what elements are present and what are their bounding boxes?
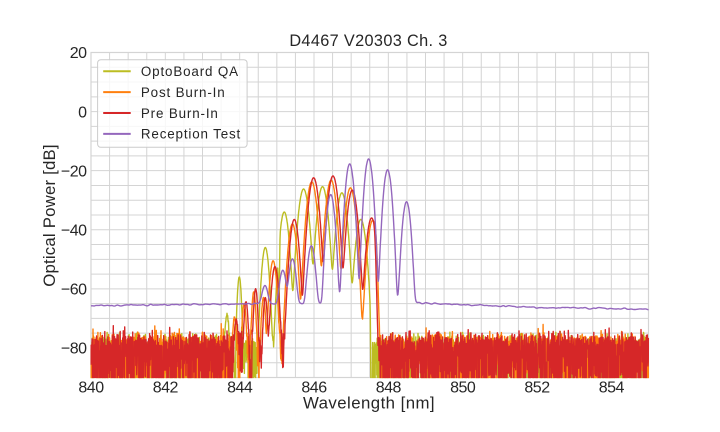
svg-text:840: 840: [78, 380, 104, 397]
svg-text:−60: −60: [61, 282, 87, 299]
svg-text:844: 844: [227, 380, 253, 397]
svg-text:Post Burn-In: Post Burn-In: [141, 85, 226, 100]
svg-text:854: 854: [599, 380, 625, 397]
svg-text:D4467 V20303 Ch. 3: D4467 V20303 Ch. 3: [289, 32, 447, 50]
svg-text:−20: −20: [61, 163, 87, 180]
svg-text:0: 0: [78, 104, 87, 121]
svg-text:846: 846: [301, 380, 327, 397]
svg-text:Wavelength [nm]: Wavelength [nm]: [303, 394, 435, 413]
svg-text:850: 850: [450, 380, 476, 397]
svg-text:Reception Test: Reception Test: [141, 127, 241, 142]
svg-text:852: 852: [524, 380, 550, 397]
svg-text:842: 842: [153, 380, 179, 397]
svg-text:Pre Burn-In: Pre Burn-In: [141, 106, 219, 121]
svg-text:Optical Power [dB]: Optical Power [dB]: [40, 144, 59, 287]
svg-text:−80: −80: [61, 341, 87, 358]
svg-text:OptoBoard QA: OptoBoard QA: [141, 64, 239, 79]
svg-text:20: 20: [70, 45, 87, 62]
svg-text:−40: −40: [61, 223, 87, 240]
svg-text:848: 848: [376, 380, 402, 397]
